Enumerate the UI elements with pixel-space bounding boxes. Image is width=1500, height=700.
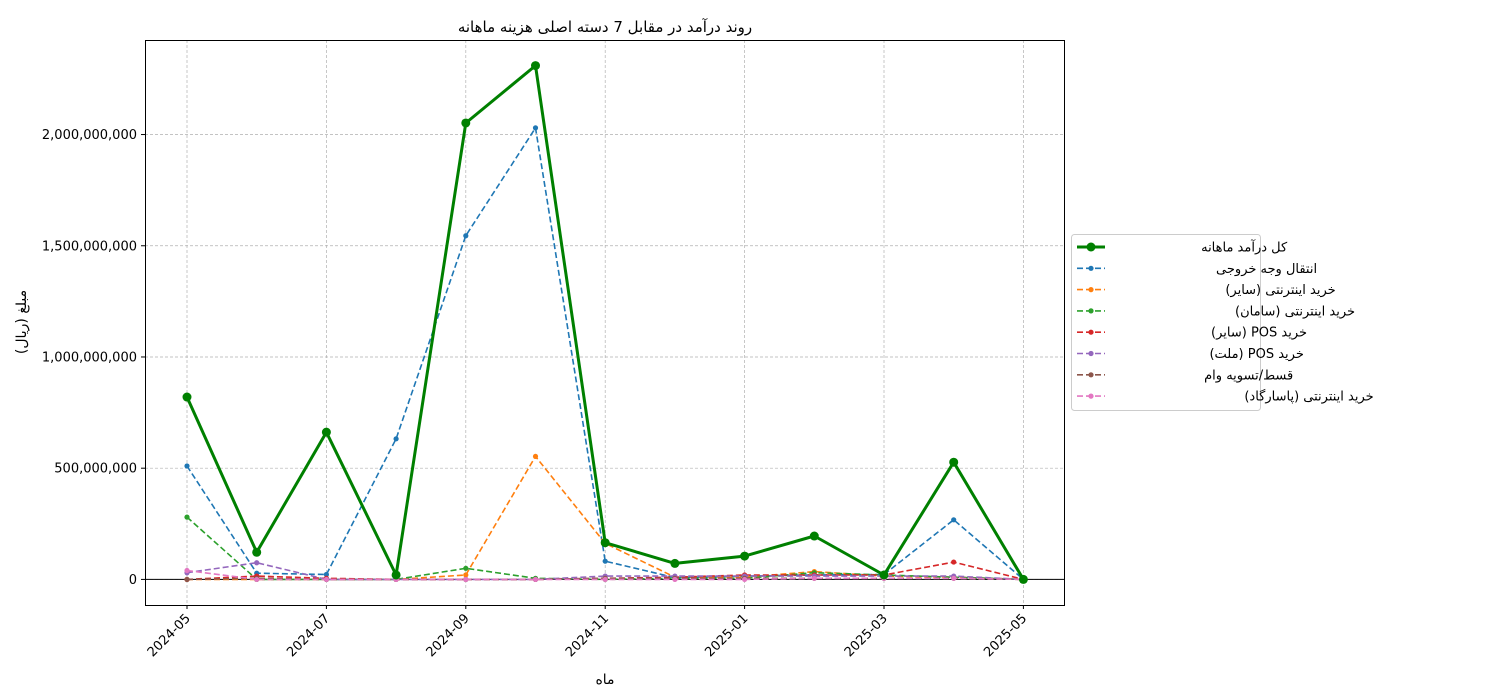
data-point [461, 118, 471, 128]
data-point [463, 233, 469, 239]
data-point [742, 576, 748, 583]
data-point [951, 575, 957, 581]
legend-item: کل درآمد ماهانه [1077, 239, 1288, 256]
y-axis-title: مبلغ (ریال) [14, 290, 30, 354]
chart-title: روند درآمد در مقابل 7 دسته اصلی هزینه ما… [458, 18, 752, 36]
data-point [254, 576, 260, 583]
data-point [463, 572, 469, 578]
legend-label: انتقال وجه خروجی [1216, 262, 1317, 277]
legend-item: قسط/تسویه وام [1077, 368, 1293, 383]
data-point [463, 576, 469, 583]
data-point [391, 570, 401, 580]
data-point [184, 576, 190, 583]
y-tick-label: 500,000,000 [54, 462, 137, 477]
data-point [323, 571, 329, 578]
legend-item: انتقال وجه خروجی [1077, 262, 1317, 277]
data-point [532, 453, 539, 460]
data-point [184, 463, 190, 469]
data-point [254, 560, 260, 566]
data-point [600, 538, 610, 548]
data-point [602, 576, 608, 583]
legend-swatch-marker [1088, 372, 1094, 378]
legend-item: خرید اینترنتی (سامان) [1077, 304, 1355, 319]
legend-swatch-marker [1088, 329, 1094, 335]
x-tick-label: 2024-07 [284, 611, 333, 660]
legend: کل درآمد ماهانه انتقال وجه خروجی خرید اینت… [1071, 234, 1374, 411]
data-point [532, 576, 539, 583]
series-layer [182, 61, 1028, 584]
data-point [184, 514, 190, 520]
x-tick-label: 2025-01 [702, 611, 751, 660]
y-tick-label: 0 [129, 573, 137, 588]
x-axis-ticks: 2024-05 2024-07 2024-09 2024-11 2025-01 2025-… [145, 605, 1030, 660]
data-point [670, 558, 680, 568]
legend-label: خرید اینترنتی (سامان) [1235, 304, 1355, 319]
x-tick-label: 2024-05 [145, 611, 194, 660]
data-point [951, 517, 957, 523]
y-tick-label: 1,500,000,000 [42, 239, 137, 254]
y-axis-ticks: 0 500,000,000 1,000,000,000 1,500,000,000 2,… [42, 128, 145, 588]
legend-swatch-marker [1088, 287, 1094, 293]
data-point [252, 547, 262, 557]
x-axis-title: ماه [595, 672, 614, 688]
legend-label: خرید اینترنتی (پاسارگاد) [1244, 389, 1373, 405]
series-0 [182, 61, 1028, 584]
data-point [811, 575, 817, 581]
y-tick-label: 1,000,000,000 [42, 350, 137, 365]
data-point [602, 558, 608, 564]
legend-box [1071, 234, 1261, 411]
legend-swatch-marker [1088, 308, 1094, 314]
y-tick-label: 2,000,000,000 [42, 128, 137, 143]
data-point [949, 457, 959, 467]
legend-item: خرید POS (ملت) [1077, 347, 1304, 362]
data-point [809, 531, 819, 541]
x-tick-label: 2024-11 [563, 611, 612, 660]
data-point [323, 576, 329, 583]
data-point [182, 392, 192, 402]
series-1 [184, 125, 1026, 583]
data-point [531, 61, 540, 71]
legend-item: خرید اینترنتی (سایر) [1077, 283, 1336, 298]
legend-label: خرید اینترنتی (سایر) [1225, 283, 1335, 298]
legend-swatch-marker [1088, 265, 1094, 271]
legend-swatch-marker [1088, 393, 1094, 399]
data-point [879, 570, 889, 580]
data-point [184, 567, 190, 574]
data-point [951, 559, 957, 565]
legend-label: کل درآمد ماهانه [1201, 239, 1288, 256]
x-tick-label: 2025-05 [981, 611, 1030, 660]
data-point [672, 576, 678, 583]
legend-item: خرید اینترنتی (پاسارگاد) [1077, 389, 1374, 405]
data-point [463, 565, 469, 571]
data-point [532, 125, 539, 131]
data-point [1018, 574, 1028, 584]
data-point [393, 436, 399, 442]
x-tick-label: 2025-03 [842, 611, 891, 660]
data-point [321, 427, 331, 437]
legend-swatch-marker [1086, 242, 1096, 252]
legend-item: خرید POS (سایر) [1077, 326, 1307, 341]
legend-swatch-marker [1088, 350, 1094, 357]
legend-label: قسط/تسویه وام [1204, 368, 1293, 383]
data-point [740, 551, 750, 561]
legend-label: خرید POS (ملت) [1209, 347, 1303, 362]
legend-label: خرید POS (سایر) [1211, 326, 1307, 341]
x-tick-label: 2024-09 [424, 611, 473, 660]
grid [145, 40, 1064, 605]
